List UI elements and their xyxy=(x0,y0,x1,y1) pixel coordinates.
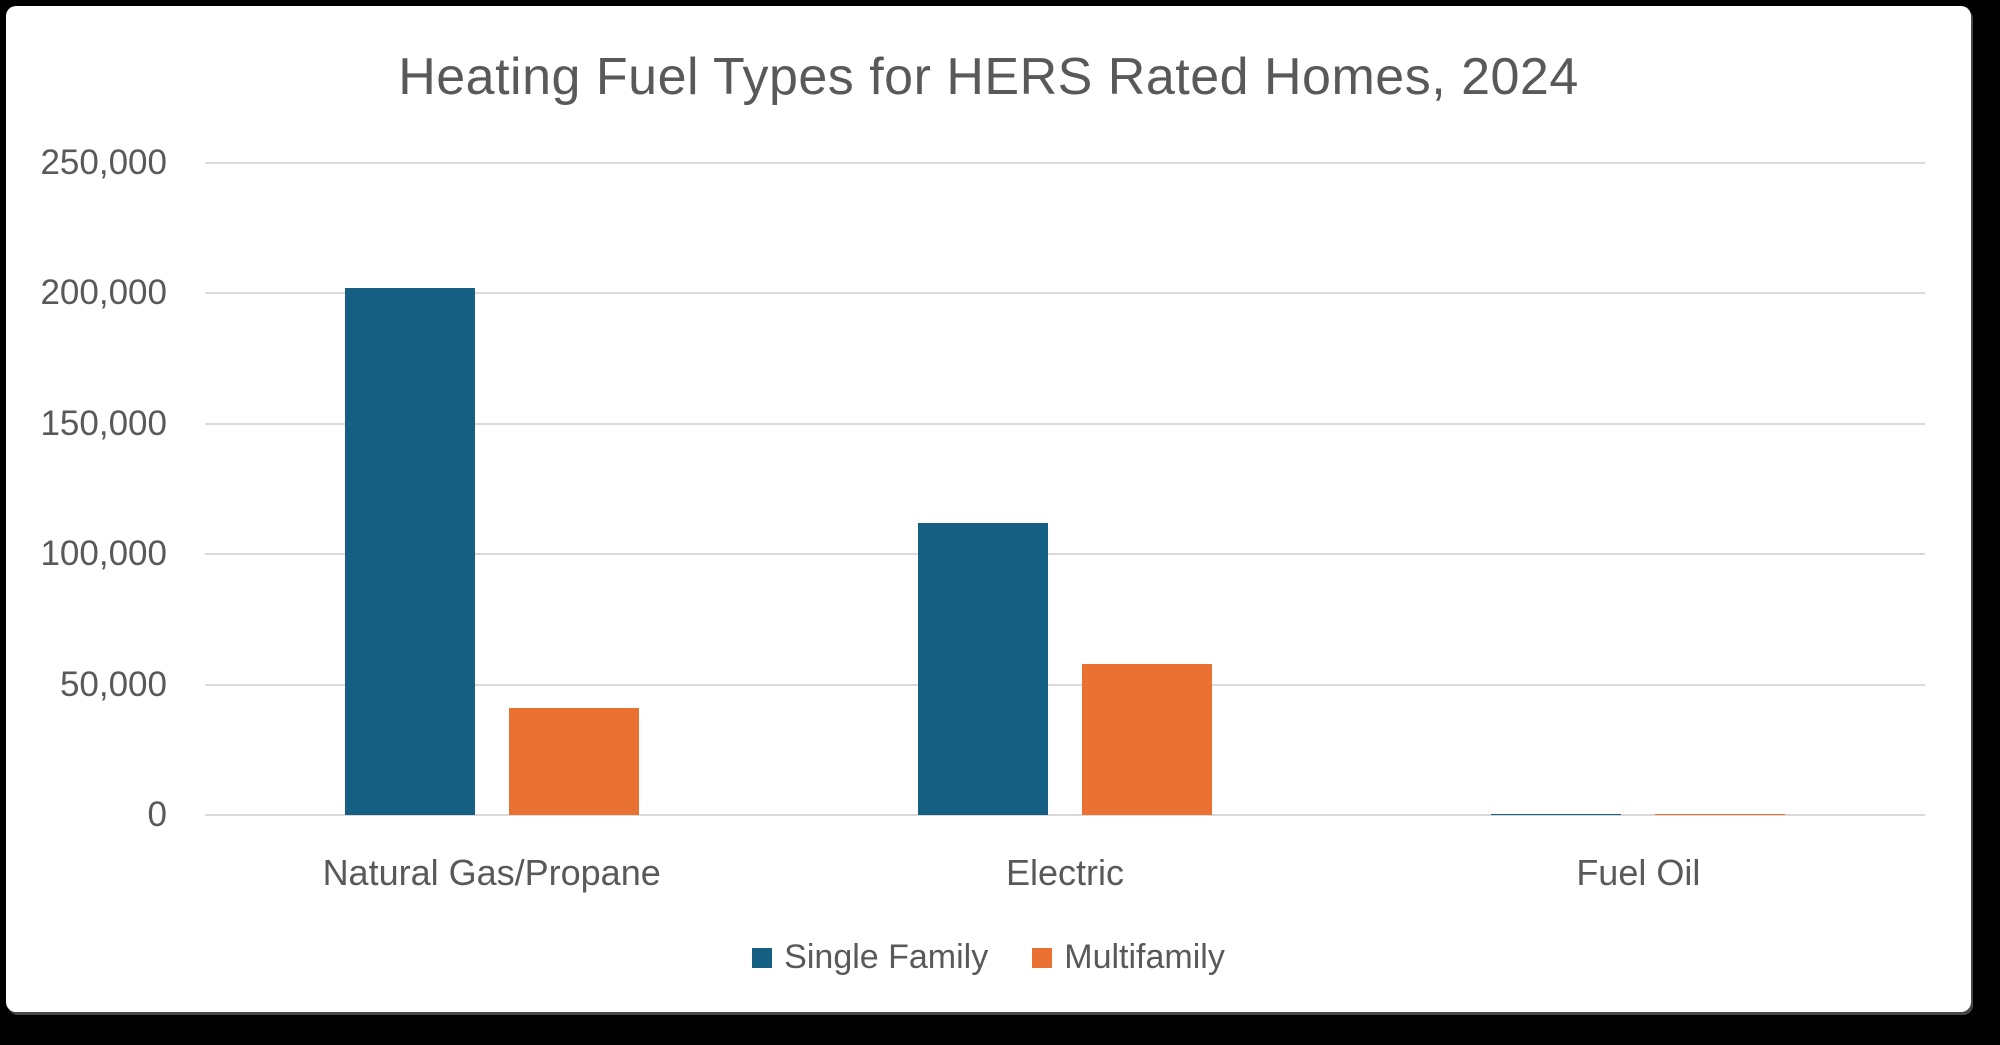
legend: Single Family Multifamily xyxy=(6,938,1971,977)
y-tick-label: 100,000 xyxy=(40,534,167,574)
y-tick-label: 200,000 xyxy=(40,273,167,313)
bar-single-family xyxy=(918,522,1048,815)
chart-panel: Heating Fuel Types for HERS Rated Homes,… xyxy=(6,6,1971,1012)
plot-area xyxy=(205,162,1925,816)
gridline xyxy=(205,162,1925,164)
gridline xyxy=(205,553,1925,556)
legend-swatch-icon xyxy=(752,947,773,968)
legend-item: Multifamily xyxy=(1032,938,1225,977)
bar-single-family xyxy=(1491,813,1622,815)
gridline xyxy=(205,814,1925,816)
x-category-label: Natural Gas/Propane xyxy=(322,852,661,893)
x-category-label: Electric xyxy=(1005,852,1125,893)
y-tick-label: 50,000 xyxy=(59,664,167,704)
y-tick-label: 150,000 xyxy=(40,403,167,443)
y-tick-label: 250,000 xyxy=(40,143,167,182)
legend-item: Single Family xyxy=(752,938,988,977)
gridline xyxy=(205,422,1925,425)
bar-single-family xyxy=(344,288,475,815)
bar-multifamily xyxy=(1655,813,1786,815)
legend-swatch-icon xyxy=(1032,947,1053,968)
chart-title: Heating Fuel Types for HERS Rated Homes,… xyxy=(398,48,1579,106)
x-category-label: Fuel Oil xyxy=(1576,852,1701,893)
legend-label: Multifamily xyxy=(1064,938,1225,976)
legend-label: Single Family xyxy=(784,938,989,976)
bar-multifamily xyxy=(508,708,639,815)
y-tick-label: 0 xyxy=(147,795,167,834)
bar-multifamily xyxy=(1082,663,1212,815)
gridline xyxy=(205,683,1925,686)
gridline xyxy=(205,292,1925,295)
